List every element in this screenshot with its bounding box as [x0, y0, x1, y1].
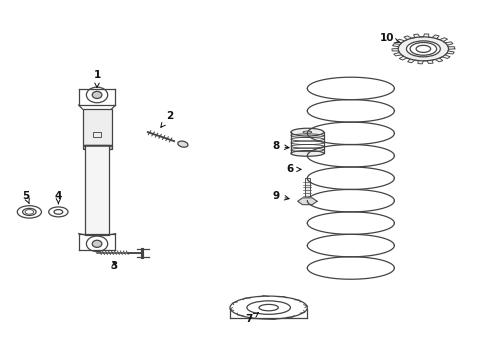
- Ellipse shape: [303, 131, 311, 133]
- Ellipse shape: [290, 150, 323, 156]
- Bar: [85, 145, 108, 235]
- Text: 6: 6: [286, 165, 301, 174]
- Circle shape: [92, 91, 102, 99]
- Polygon shape: [391, 34, 454, 64]
- Bar: [82, 145, 111, 149]
- Text: 3: 3: [110, 261, 117, 271]
- Ellipse shape: [290, 128, 323, 136]
- Text: 10: 10: [379, 33, 399, 43]
- Circle shape: [92, 240, 102, 247]
- Ellipse shape: [406, 41, 439, 57]
- Polygon shape: [297, 198, 316, 204]
- Text: 5: 5: [22, 191, 30, 204]
- Bar: [305, 177, 309, 197]
- Text: 7: 7: [245, 313, 258, 324]
- Text: 8: 8: [272, 141, 288, 151]
- Text: 2: 2: [161, 111, 173, 127]
- Text: 9: 9: [272, 191, 288, 201]
- Text: 4: 4: [55, 191, 62, 204]
- Ellipse shape: [178, 141, 187, 147]
- Ellipse shape: [415, 45, 430, 53]
- Bar: [82, 109, 111, 145]
- Bar: [93, 132, 101, 138]
- Text: 1: 1: [93, 71, 101, 87]
